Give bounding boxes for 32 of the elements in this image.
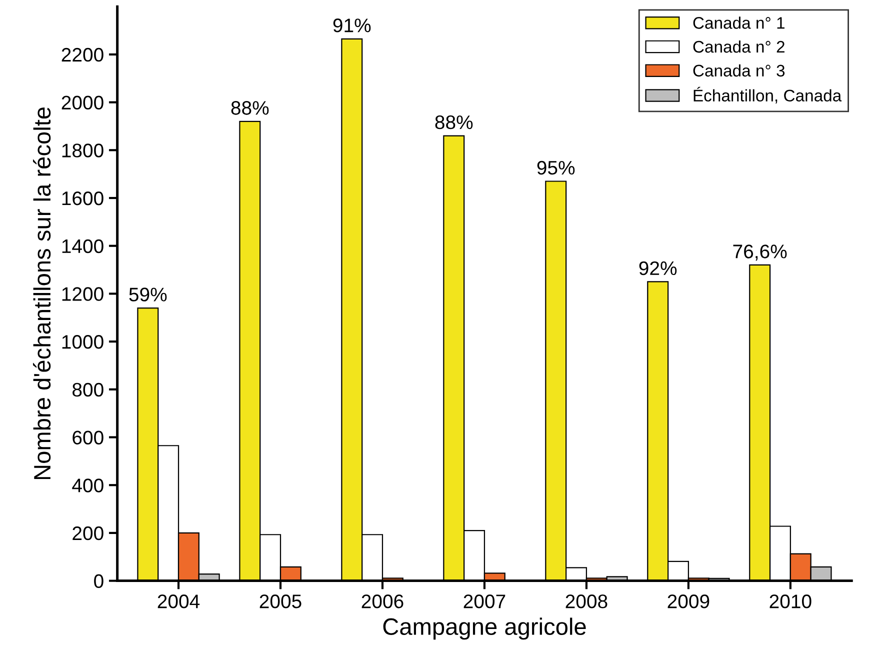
annotation: 76,6% [733, 244, 787, 261]
x-tick-label: 2005 [260, 594, 302, 608]
y-tick-label: 400 [72, 478, 104, 492]
x-tick-label: 2009 [668, 594, 710, 608]
legend-label: Canada n° 1 [693, 16, 784, 29]
annotation: 88% [435, 115, 473, 130]
annotation: 88% [231, 101, 269, 115]
y-tick-label: 0 [94, 574, 104, 588]
x-tick-label: 2006 [362, 594, 404, 608]
y-tick-label: 2200 [62, 48, 104, 62]
annotation: 59% [129, 288, 167, 302]
y-tick-label: 800 [72, 382, 104, 397]
x-tick-label: 2004 [158, 594, 200, 608]
x-tick-label: 2008 [566, 594, 608, 608]
annotation: 95% [537, 160, 575, 175]
y-tick-label: 1000 [62, 335, 104, 349]
annotation: 92% [639, 261, 677, 276]
y-tick-label: 2000 [62, 96, 104, 110]
legend-label: Canada n° 3 [693, 64, 785, 77]
y-tick-label: 1600 [62, 191, 104, 206]
y-tick-label: 600 [72, 430, 104, 444]
y-tick-label: 200 [72, 526, 104, 540]
x-tick-label: 2010 [770, 594, 812, 608]
y-tick-label: 1200 [62, 287, 104, 301]
y-tick-label: 1400 [62, 239, 104, 254]
annotation: 91% [333, 18, 371, 32]
legend-label: Canada n° 2 [693, 40, 784, 53]
y-axis-title: Nombre d'échantillons sur la récolte [33, 107, 51, 480]
x-tick-label: 2007 [464, 594, 506, 608]
x-axis-title: Campagne agricole [383, 618, 586, 640]
y-tick-label: 1800 [62, 144, 104, 158]
legend-label: Échantillon, Canada [694, 86, 842, 104]
